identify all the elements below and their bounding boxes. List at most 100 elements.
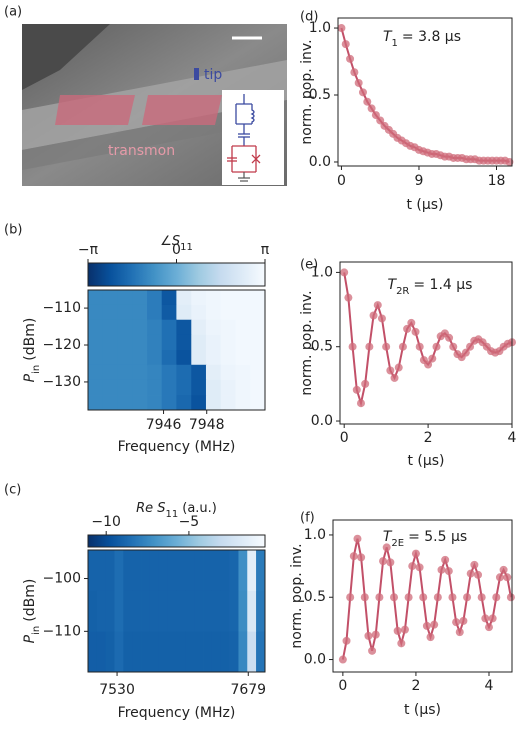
heatmap-cell <box>102 334 119 351</box>
data-point <box>340 268 349 277</box>
data-point <box>341 40 350 49</box>
heatmap-cell <box>117 304 133 321</box>
data-point <box>466 342 475 351</box>
data-point <box>373 301 382 310</box>
data-point <box>411 327 420 336</box>
heatmap-cell <box>158 631 169 673</box>
heatmap-cell <box>88 550 98 592</box>
heatmap-cell <box>205 350 222 366</box>
annotation-part: T <box>383 529 393 545</box>
data-point <box>354 78 363 87</box>
heatmap-cell <box>117 350 133 366</box>
data-point <box>371 630 380 639</box>
y-tick-label: −110 <box>43 623 81 639</box>
axes-frame <box>337 17 513 167</box>
colorbar-tick-label: π <box>261 242 270 258</box>
heatmap-cell <box>247 550 257 592</box>
heatmap-cell <box>161 379 178 396</box>
annotation-part: 1 <box>392 38 398 49</box>
heatmap-cell <box>250 290 266 306</box>
heatmap-cell <box>102 319 119 336</box>
colorbar-tick-label: 0 <box>172 242 181 258</box>
y-axis-label-part: in <box>31 626 42 635</box>
x-tick-label: 7946 <box>146 417 182 433</box>
heatmap-cell <box>88 319 104 336</box>
heatmap-cell <box>132 350 148 366</box>
data-point <box>397 639 406 648</box>
heatmap-cell <box>167 550 177 592</box>
heatmap-cell <box>88 350 104 366</box>
heatmap-cell <box>147 304 163 321</box>
annotation: T2E = 5.5 μs <box>383 529 467 549</box>
heatmap-cell <box>161 395 178 411</box>
heatmap-cell <box>194 590 204 632</box>
data-point <box>363 97 372 106</box>
data-point <box>419 593 428 602</box>
data-point <box>400 625 409 634</box>
heatmap-cell <box>220 290 236 306</box>
heatmap-cell <box>250 395 266 411</box>
heatmap-cell <box>220 350 236 366</box>
heatmap-cell <box>132 395 148 411</box>
heatmap-cell <box>158 550 169 592</box>
data-point <box>394 363 403 372</box>
heatmap-cell <box>149 590 160 632</box>
y-tick-label: 0.5 <box>311 339 333 355</box>
y-axis-label: norm. pop. inv. <box>299 290 315 395</box>
heatmap-cell <box>96 550 107 592</box>
x-tick-label: 7679 <box>230 682 266 698</box>
heatmap-cell <box>220 304 236 321</box>
heatmap-cell <box>220 319 236 336</box>
heatmap-cell <box>229 550 239 592</box>
axes-frame <box>332 519 513 673</box>
heatmap-cell <box>211 590 222 632</box>
data-point <box>441 555 450 564</box>
data-point <box>376 116 385 125</box>
heatmap-cell <box>191 364 207 381</box>
heatmap-cell <box>176 379 192 396</box>
y-axis-label-part: (dBm) <box>22 318 38 361</box>
data-point <box>382 543 391 552</box>
colorbar-label: Re S11 (a.u.) <box>136 501 217 520</box>
heatmap-cell <box>220 334 236 351</box>
data-point <box>352 385 361 394</box>
heatmap-cell <box>117 364 133 381</box>
fit-line <box>340 27 510 163</box>
heatmap-cell <box>88 590 98 632</box>
heatmap-cell <box>191 395 207 411</box>
heatmap-cell <box>132 364 148 381</box>
heatmap-cell <box>88 290 104 306</box>
y-axis-label-part: P <box>22 373 38 382</box>
heatmap-cell <box>256 550 266 592</box>
heatmap-cell <box>147 395 163 411</box>
x-axis-label: Frequency (MHz) <box>118 439 236 455</box>
data-point <box>393 626 402 635</box>
colorbar-label-part: 11 <box>166 509 179 520</box>
panel-label: (e) <box>300 258 318 273</box>
x-tick-label: 0 <box>337 173 346 189</box>
data-point <box>449 342 458 351</box>
heatmap-cell <box>88 631 98 673</box>
data-point <box>503 573 512 582</box>
data-point <box>452 618 461 627</box>
colorbar-label-part: Re S <box>136 501 165 516</box>
data-point <box>358 88 367 97</box>
heatmap-cell <box>205 379 222 396</box>
heatmap-cell <box>161 319 178 336</box>
data-point <box>344 293 353 302</box>
heatmap-cell <box>123 590 133 632</box>
data-point <box>466 569 475 578</box>
heatmap-cell <box>203 631 213 673</box>
y-tick-label: −100 <box>43 571 81 587</box>
heatmap-cell <box>250 319 266 336</box>
heatmap-cell <box>185 631 195 673</box>
annotation-part: T <box>388 277 398 293</box>
y-axis-label-part: P <box>22 634 38 643</box>
annotation-part: 2R <box>396 286 409 297</box>
data-point <box>484 623 493 632</box>
heatmap-cell <box>102 350 119 366</box>
heatmap-cell <box>102 379 119 396</box>
heatmap-cell <box>235 364 251 381</box>
heatmap-cell <box>147 319 163 336</box>
heatmap-cell <box>250 364 266 381</box>
